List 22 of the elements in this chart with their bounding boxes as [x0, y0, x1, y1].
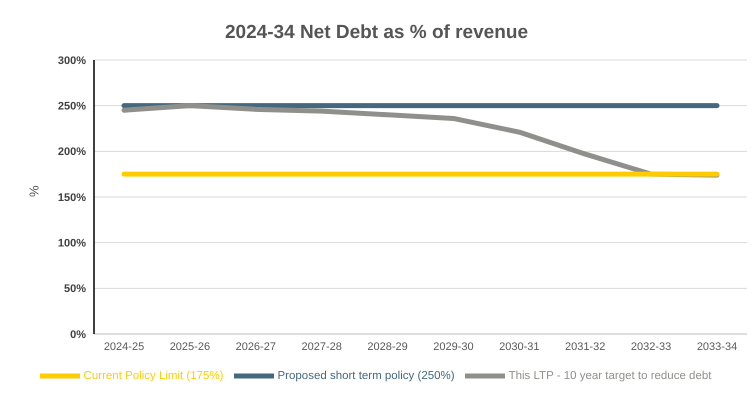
y-tick-label: 200%: [58, 146, 86, 158]
legend-label: Proposed short term policy (250%): [278, 370, 455, 382]
x-tick-label: 2031-32: [565, 340, 606, 353]
chart-title: 2024-34 Net Debt as % of revenue: [224, 22, 530, 44]
x-tick-label: 2028-29: [367, 340, 408, 353]
y-tick-label: 50%: [64, 283, 86, 296]
x-tick-label: 2026-27: [236, 340, 276, 353]
x-tick-label: 2027-28: [301, 340, 342, 353]
x-tick-label: 2033-34: [696, 340, 738, 353]
legend-label: This LTP - 10 year target to reduce debt: [508, 370, 712, 382]
x-tick-label: 2025-26: [170, 340, 210, 353]
x-tick-label: 2024-25: [104, 340, 144, 353]
y-tick-label: 100%: [58, 238, 86, 250]
legend-label: Current Policy Limit (175%): [84, 370, 224, 382]
x-tick-label: 2030-31: [499, 340, 540, 353]
y-tick-label: 150%: [58, 192, 86, 204]
y-tick-label: 250%: [58, 100, 86, 113]
y-tick-label: 300%: [58, 54, 86, 67]
x-tick-label: 2032-33: [630, 340, 672, 353]
y-axis-title: %: [26, 185, 42, 197]
x-tick-label: 2029-30: [433, 340, 474, 353]
y-tick-label: 0%: [70, 328, 86, 341]
